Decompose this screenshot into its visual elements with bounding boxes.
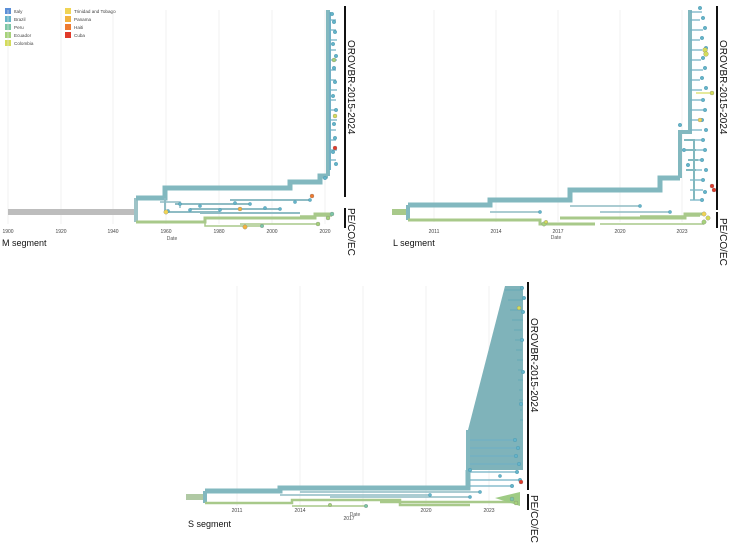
tick-label: 1980: [213, 229, 224, 235]
legend-swatch-cuba: [65, 32, 71, 38]
tick-label: 2023: [676, 229, 687, 235]
x-axis-title: Date: [551, 235, 562, 241]
tick-label: 1900: [2, 229, 13, 235]
dense-clade-block: [468, 286, 523, 470]
segment-label-l: L segment: [393, 238, 435, 248]
panel-m-segment: OROVBR-2015-2024 PE/CO/EC 1900 1920 1940…: [2, 6, 356, 256]
tip-markers-colored: [328, 305, 524, 508]
clade-label-pecoec: PE/CO/EC: [528, 495, 539, 543]
tree-branches: [186, 286, 523, 507]
legend-item: Trinidad and Tobago: [65, 8, 116, 14]
tick-label: 1940: [107, 229, 118, 235]
legend-item: Colombia: [5, 40, 34, 46]
tick-label: 2020: [614, 229, 625, 235]
pecoec-fan: [495, 492, 520, 506]
legend-item: Haiti: [65, 24, 83, 30]
x-axis-ticks: 2011 2014 2017 2020 2023: [232, 508, 495, 522]
segment-label-m: M segment: [2, 238, 47, 248]
clade-label-orovbr: OROVBR-2015-2024: [528, 318, 539, 413]
x-axis-title: Date: [350, 512, 361, 518]
tick-label: 2000: [266, 229, 277, 235]
legend-label-haiti: Haiti: [74, 25, 83, 30]
clade-label-orovbr: OROVBR-2015-2024: [717, 40, 728, 135]
legend-label-panama: Panama: [74, 17, 92, 22]
tree-branches: [392, 10, 712, 226]
clade-label-orovbr: OROVBR-2015-2024: [345, 40, 356, 135]
tip-markers-colored: [541, 47, 717, 227]
clade-label-pecoec: PE/CO/EC: [717, 218, 728, 266]
legend-label-peru: Peru: [14, 25, 24, 30]
tick-label: 2011: [232, 508, 243, 514]
tip-markers: [166, 11, 339, 213]
tick-label: 2014: [490, 229, 501, 235]
legend-label-brazil: Brazil: [14, 17, 26, 22]
panel-l-segment: OROVBR-2015-2024 PE/CO/EC 2011 2014 2017…: [392, 5, 728, 266]
legend-swatch-trinidad: [65, 8, 71, 14]
tick-label: 2014: [294, 508, 305, 514]
tick-label: 2017: [552, 229, 563, 235]
segment-label-s: S segment: [188, 519, 232, 529]
legend-label-cuba: Cuba: [74, 33, 85, 38]
tick-label: 2023: [483, 508, 494, 514]
country-legend: Italy Brazil Peru Ecuador Colombia Trini…: [2, 4, 134, 52]
panel-s-segment: OROVBR-2015-2024 PE/CO/EC 2011 2014 2017…: [186, 282, 539, 543]
tip-markers-colored: [163, 57, 338, 230]
tip-markers: [428, 286, 527, 499]
legend-label-italy: Italy: [14, 9, 23, 14]
tick-label: 2011: [429, 229, 440, 235]
tip-markers: [538, 5, 709, 214]
x-axis-ticks: 2011 2014 2017 2020 2023: [429, 229, 688, 235]
legend-label-colombia: Colombia: [14, 41, 34, 46]
tick-label: 2017: [343, 516, 354, 522]
legend-label-trinidad: Trinidad and Tobago: [74, 9, 116, 14]
legend-label-ecuador: Ecuador: [14, 33, 32, 38]
legend-item: Cuba: [65, 32, 85, 38]
legend-swatch-haiti: [65, 24, 71, 30]
tick-label: 2020: [420, 508, 431, 514]
legend-item: Panama: [65, 16, 92, 22]
tick-label: 1960: [160, 229, 171, 235]
grid-lines: [236, 286, 490, 506]
legend-swatch-panama: [65, 16, 71, 22]
legend-item: Ecuador: [5, 32, 32, 38]
grid-lines: [433, 10, 683, 222]
tick-label: 1920: [55, 229, 66, 235]
x-axis-ticks: 1900 1920 1940 1960 1980 2000 2020: [2, 229, 330, 235]
x-axis-title: Date: [167, 236, 178, 242]
clade-label-pecoec: PE/CO/EC: [345, 208, 356, 256]
tick-label: 2020: [319, 229, 330, 235]
